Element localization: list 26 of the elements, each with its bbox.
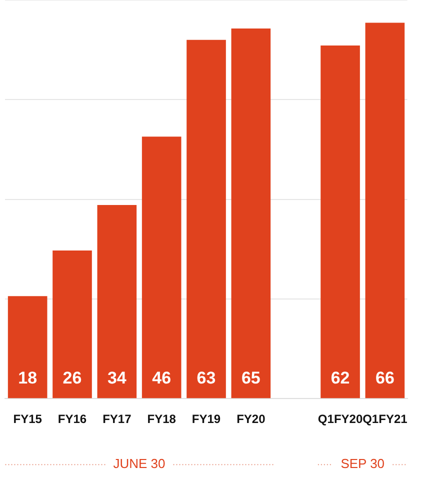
bar xyxy=(231,28,271,398)
bar xyxy=(97,204,137,398)
bar xyxy=(8,296,48,398)
bar xyxy=(365,22,405,398)
x-tick-label: FY17 xyxy=(102,412,132,426)
data-label: 46 xyxy=(152,368,172,388)
bar xyxy=(52,250,92,398)
data-label: 65 xyxy=(241,368,260,388)
bar xyxy=(186,40,226,398)
data-label: 18 xyxy=(18,368,38,388)
data-label: 26 xyxy=(62,368,82,388)
data-label: 63 xyxy=(196,368,216,388)
text: SEP 30 xyxy=(340,456,385,472)
data-label: 66 xyxy=(375,368,394,388)
bar xyxy=(142,136,182,398)
x-tick-label: FY18 xyxy=(147,412,176,426)
x-tick-label: FY19 xyxy=(192,412,221,426)
text: JUNE 30 xyxy=(113,456,166,472)
x-tick-label: FY16 xyxy=(58,412,87,426)
x-tick-label: Q1FY21 xyxy=(362,412,408,426)
bar xyxy=(320,46,360,398)
data-label: 34 xyxy=(107,368,127,388)
data-label: 62 xyxy=(330,368,350,388)
x-tick-label: FY20 xyxy=(236,412,266,426)
x-tick-label: Q1FY20 xyxy=(318,412,363,426)
x-tick-label: FY15 xyxy=(13,412,42,426)
